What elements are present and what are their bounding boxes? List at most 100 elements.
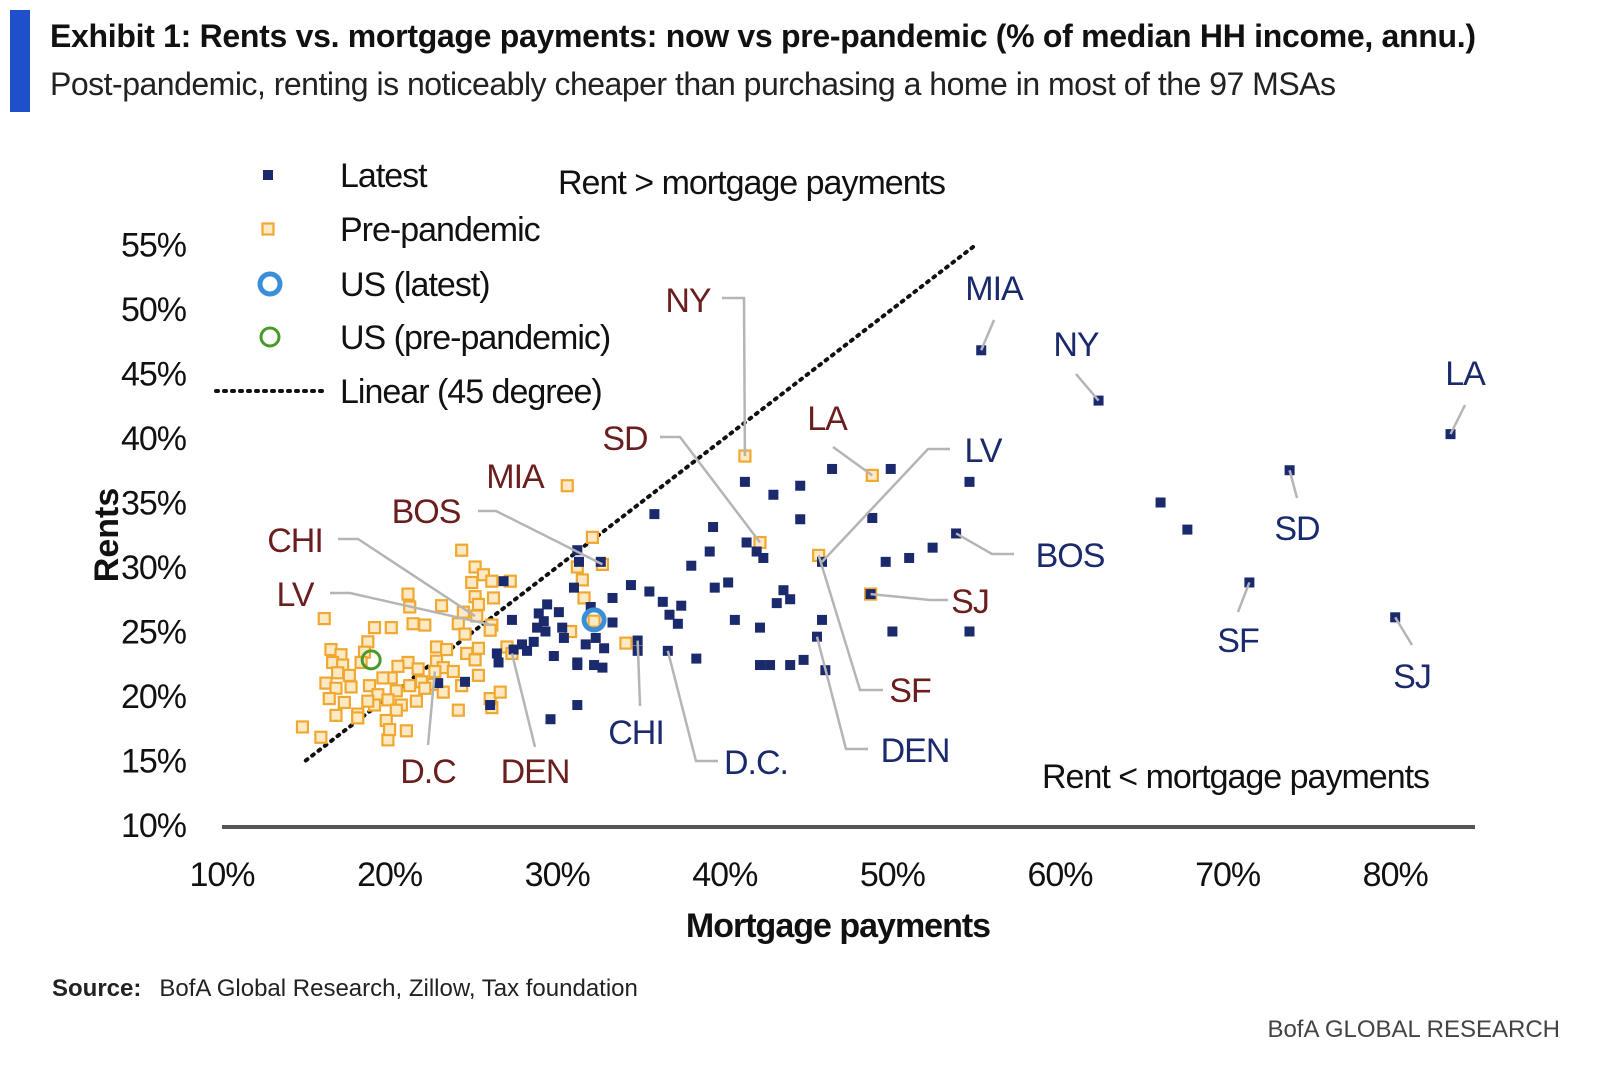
pre-pandemic-point [446, 664, 460, 679]
latest-point [548, 651, 559, 662]
latest-point [885, 463, 896, 474]
latest-point [758, 552, 769, 563]
pre-pandemic-point [587, 614, 601, 628]
pre-pandemic-point [295, 720, 310, 734]
pre-pandemic-point [344, 680, 358, 694]
latest-point [657, 596, 668, 607]
pre-pandemic-point [342, 668, 356, 682]
latest-city-leader-line [636, 640, 642, 706]
legend-marker-us-latest [257, 271, 283, 297]
latest-point [545, 714, 556, 725]
pre-pandemic-point [468, 560, 482, 574]
pre-pandemic-point [314, 730, 328, 744]
x-tick-label: 50% [860, 856, 926, 894]
latest-point [433, 678, 444, 689]
pre-pandemic-point [322, 691, 336, 706]
latest-point [572, 545, 583, 556]
pre-pandemic-city-leader-line [510, 653, 537, 748]
pre-pandemic-point [317, 611, 331, 626]
pre-pandemic-city-label: LV [276, 576, 314, 614]
x-tick-label: 60% [1027, 856, 1093, 894]
pre-pandemic-point [389, 684, 403, 698]
latest-city-label: SJ [1393, 658, 1431, 696]
latest-city-leader-line [1449, 404, 1467, 435]
latest-point [704, 546, 715, 557]
latest-point [590, 632, 601, 643]
latest-city-label: MIA [965, 270, 1024, 308]
latest-city-label: DEN [881, 732, 950, 770]
y-tick-label: 35% [121, 485, 187, 523]
x-tick-label: 10% [189, 856, 255, 894]
latest-point [589, 660, 600, 671]
latest-point [754, 622, 765, 633]
latest-point [723, 577, 734, 588]
latest-point [599, 643, 610, 654]
latest-point [517, 639, 528, 650]
legend-label: US (pre-pandemic) [340, 319, 610, 357]
x-tick-label: 20% [357, 856, 423, 894]
pre-pandemic-point [381, 693, 395, 707]
latest-point [1155, 497, 1166, 508]
pre-pandemic-point [329, 681, 343, 695]
legend-marker-pre-pandemic [261, 222, 275, 236]
legend-label: Linear (45 degree) [340, 373, 602, 411]
y-tick-label: 15% [121, 743, 187, 781]
pre-pandemic-city-leader-line [722, 296, 747, 457]
latest-city-label: SD [1274, 510, 1319, 548]
pre-pandemic-point [560, 479, 574, 493]
x-tick-label: 70% [1195, 856, 1261, 894]
latest-point [768, 489, 779, 500]
pre-pandemic-point [585, 530, 599, 544]
latest-point [568, 582, 579, 593]
latest-point [607, 592, 618, 603]
pre-pandemic-city-label: MIA [486, 458, 545, 496]
pre-pandemic-city-label: NY [665, 282, 711, 320]
latest-point [817, 614, 828, 625]
latest-point [538, 616, 549, 627]
source-note: Source: BofA Global Research, Zillow, Tax… [52, 975, 638, 1003]
legend-label: Pre-pandemic [340, 211, 541, 249]
latest-point [964, 626, 975, 637]
pre-pandemic-point [577, 591, 591, 605]
pre-pandemic-point [399, 724, 413, 738]
latest-point [558, 632, 569, 643]
latest-city-leader-line [1075, 373, 1100, 402]
us-latest-point [581, 607, 607, 633]
chart-subtitle: Post-pandemic, renting is noticeably che… [50, 66, 1336, 102]
latest-city-label: BOS [1036, 537, 1105, 575]
latest-city-leader-line [1394, 616, 1414, 646]
pre-pandemic-city-leader-line [660, 435, 761, 544]
latest-point [785, 594, 796, 605]
pre-pandemic-city-label: SF [889, 672, 931, 710]
latest-point [709, 582, 720, 593]
latest-point [522, 645, 533, 656]
legend-marker-us-pre-pandemic [259, 326, 281, 348]
latest-point [585, 601, 596, 612]
pre-pandemic-point [351, 711, 365, 725]
pre-pandemic-point [401, 587, 415, 601]
latest-point [580, 639, 591, 650]
y-tick-label: 25% [121, 614, 187, 652]
latest-city-label: LA [1445, 355, 1486, 393]
latest-point [754, 660, 765, 671]
pre-pandemic-point [403, 679, 417, 693]
latest-city-leader-line [1288, 469, 1299, 499]
pre-pandemic-point [471, 597, 486, 612]
latest-city-leader-line [821, 447, 950, 563]
latest-city-label: CHI [608, 714, 664, 752]
latest-point [739, 476, 750, 487]
latest-point [795, 514, 806, 525]
latest-point [729, 614, 740, 625]
latest-point [528, 636, 539, 647]
latest-point [508, 644, 519, 655]
pre-pandemic-point [418, 681, 432, 695]
source-label: Source: [52, 975, 142, 1002]
chart-title: Exhibit 1: Rents vs. mortgage payments: … [50, 18, 1476, 54]
latest-point [506, 614, 517, 625]
latest-point [595, 556, 606, 567]
latest-point [771, 598, 782, 609]
pre-pandemic-city-leader-line [478, 509, 604, 566]
pre-pandemic-city-label: BOS [392, 493, 461, 531]
pre-pandemic-point [458, 627, 472, 641]
latest-point [672, 618, 683, 629]
